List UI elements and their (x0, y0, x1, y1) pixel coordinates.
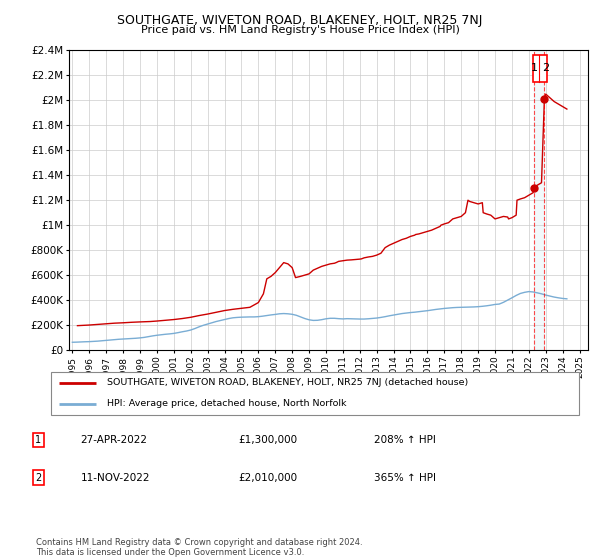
Text: 27-APR-2022: 27-APR-2022 (80, 435, 148, 445)
Text: £1,300,000: £1,300,000 (238, 435, 298, 445)
Text: 11-NOV-2022: 11-NOV-2022 (80, 473, 150, 483)
Text: 1: 1 (530, 63, 538, 73)
Bar (533, 55, 547, 82)
Text: 2: 2 (542, 63, 549, 73)
Text: 2: 2 (35, 473, 41, 483)
Text: HPI: Average price, detached house, North Norfolk: HPI: Average price, detached house, Nort… (107, 399, 346, 408)
Text: £2,010,000: £2,010,000 (238, 473, 298, 483)
Text: SOUTHGATE, WIVETON ROAD, BLAKENEY, HOLT, NR25 7NJ: SOUTHGATE, WIVETON ROAD, BLAKENEY, HOLT,… (118, 14, 482, 27)
Text: Price paid vs. HM Land Registry's House Price Index (HPI): Price paid vs. HM Land Registry's House … (140, 25, 460, 35)
Text: 208% ↑ HPI: 208% ↑ HPI (374, 435, 436, 445)
Text: Contains HM Land Registry data © Crown copyright and database right 2024.
This d: Contains HM Land Registry data © Crown c… (36, 538, 362, 557)
Text: SOUTHGATE, WIVETON ROAD, BLAKENEY, HOLT, NR25 7NJ (detached house): SOUTHGATE, WIVETON ROAD, BLAKENEY, HOLT,… (107, 379, 468, 388)
Text: 365% ↑ HPI: 365% ↑ HPI (374, 473, 436, 483)
FancyBboxPatch shape (50, 372, 580, 415)
Text: 1: 1 (35, 435, 41, 445)
Bar (535, 50, 544, 350)
